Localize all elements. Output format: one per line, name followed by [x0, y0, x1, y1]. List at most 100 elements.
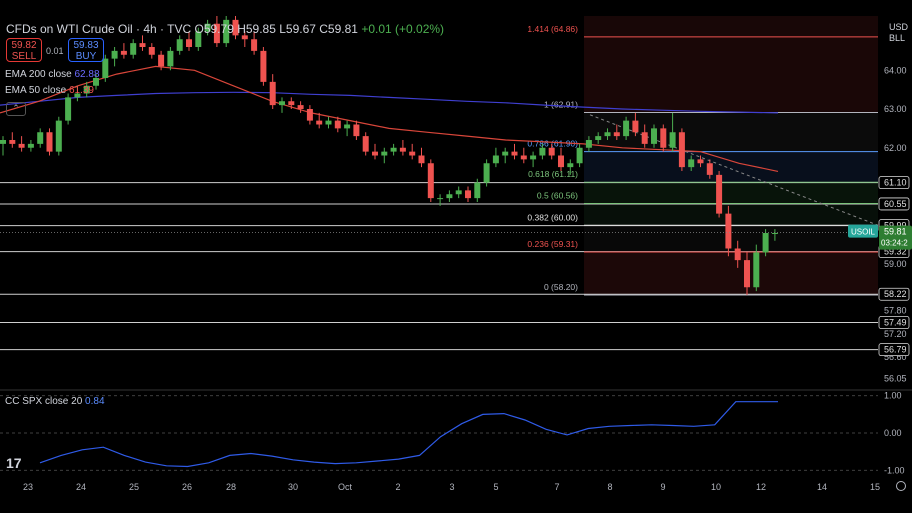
- x-tick-label: Oct: [338, 482, 353, 492]
- candle-body: [46, 132, 53, 152]
- candle-body: [753, 252, 760, 288]
- candle-body: [176, 39, 183, 51]
- x-tick-label: 10: [711, 482, 721, 492]
- candle-body: [279, 101, 285, 106]
- candle-body: [65, 97, 72, 121]
- fib-zones: [584, 16, 878, 295]
- y-tick-label: 57.80: [884, 306, 907, 316]
- buy-label: BUY: [75, 51, 97, 62]
- x-tick-label: 28: [226, 482, 236, 492]
- ema200-line: [0, 91, 779, 114]
- candle-body: [446, 194, 453, 199]
- candle-body: [595, 136, 602, 140]
- cci-tick-label: 1.00: [884, 391, 902, 401]
- ema50-label: EMA 50 close: [5, 85, 67, 96]
- cci-pane: 1.00 0.00 -1.00: [0, 389, 912, 475]
- x-tick-label: 30: [288, 482, 298, 492]
- candle-body: [372, 151, 378, 156]
- candle-body: [520, 155, 527, 160]
- candle-body: [604, 132, 611, 137]
- header-change: +0.01 (+0.02%): [361, 22, 445, 36]
- x-tick-label: 2: [395, 482, 400, 492]
- settings-icon: [896, 481, 906, 491]
- candle-body: [83, 85, 90, 94]
- candle-body: [213, 23, 220, 44]
- y-tick-label: 64.00: [884, 65, 907, 75]
- x-tick-label: 3: [449, 482, 454, 492]
- ema200-label: EMA 200 close: [5, 69, 72, 80]
- x-tick-label: 23: [23, 482, 33, 492]
- chart-header: CFDs on WTI Crude Oil · 4h · TVC O59.79 …: [6, 22, 444, 36]
- candle-body: [27, 143, 34, 148]
- candle-body: [567, 163, 574, 168]
- cc-value: 0.84: [85, 396, 105, 407]
- fib-label: 0.786 (61.90): [527, 139, 578, 149]
- cc-label: CC SPX close 20: [5, 396, 83, 407]
- candle-body: [223, 19, 230, 44]
- level-label: 57.49: [884, 318, 907, 328]
- x-tick-label: 12: [756, 482, 766, 492]
- fib-zone: [584, 151, 878, 183]
- spread-value: 0.01: [46, 46, 64, 56]
- current-price-value: 59.81: [884, 227, 907, 237]
- buy-button[interactable]: 59.83 BUY: [68, 38, 104, 62]
- candle-body: [18, 143, 25, 148]
- candle-body: [744, 260, 750, 288]
- x-tick-label: 7: [554, 482, 559, 492]
- x-tick-label: 9: [660, 482, 665, 492]
- sell-price: 59.82: [11, 40, 37, 51]
- ema200-legend[interactable]: EMA 200 close 62.88: [5, 69, 100, 80]
- candle-body: [465, 190, 471, 199]
- candle-body: [260, 50, 267, 82]
- candle-body: [632, 120, 639, 133]
- level-label: 60.55: [884, 199, 907, 209]
- candle-body: [771, 233, 778, 234]
- symbol-tag: [848, 224, 878, 238]
- candle-body: [725, 213, 732, 249]
- candle-body: [511, 151, 518, 156]
- candles: [0, 16, 878, 295]
- candle-body: [297, 105, 304, 109]
- candle-body: [669, 132, 676, 148]
- candle-body: [455, 190, 462, 195]
- sell-button[interactable]: 59.82 SELL: [6, 38, 42, 62]
- candle-body: [558, 155, 564, 168]
- candle-body: [678, 132, 685, 168]
- ema50-legend[interactable]: EMA 50 close 61.39: [5, 85, 94, 96]
- cci-line: [39, 401, 778, 468]
- y-tick-label: 62.00: [884, 143, 907, 153]
- sell-label: SELL: [11, 51, 37, 62]
- cc-legend[interactable]: CC SPX close 20 0.84: [5, 396, 105, 407]
- candle-body: [651, 128, 657, 144]
- fib-label: 0.618 (61.11): [528, 169, 578, 179]
- level-tag: [878, 197, 910, 211]
- candle-body: [390, 147, 397, 152]
- candle-body: [483, 163, 490, 183]
- candle-body: [139, 43, 146, 47]
- candle-body: [167, 50, 174, 67]
- candle-body: [269, 81, 276, 106]
- collapse-legend-icon[interactable]: ⌃: [6, 102, 26, 116]
- candle-body: [102, 58, 109, 78]
- level-label: 58.22: [884, 289, 907, 299]
- candle-body: [37, 132, 44, 144]
- fib-label: 0 (58.20): [544, 282, 578, 292]
- level-label: 61.10: [884, 178, 907, 188]
- candle-body: [288, 101, 295, 106]
- x-tick-label: 24: [76, 482, 86, 492]
- currency-label[interactable]: USD BLL: [889, 22, 908, 44]
- candle-body: [0, 140, 6, 144]
- level-label: 59.32: [884, 247, 907, 257]
- x-tick-label: 14: [817, 482, 827, 492]
- candle-body: [539, 147, 546, 156]
- tradingview-logo-icon: 17: [6, 455, 22, 471]
- candle-body: [251, 39, 258, 51]
- fib-label: 1 (62.91): [544, 99, 578, 109]
- candle-body: [502, 151, 509, 156]
- fib-zone: [584, 16, 878, 37]
- candle-body: [437, 198, 444, 200]
- candle-body: [706, 163, 713, 175]
- candle-body: [93, 78, 99, 86]
- candle-body: [734, 248, 741, 261]
